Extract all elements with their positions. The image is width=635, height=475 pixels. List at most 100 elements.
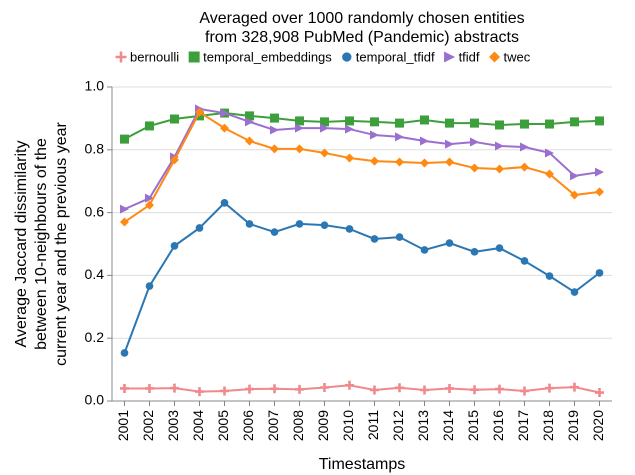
data-point [370,130,379,140]
legend-marker [115,51,127,63]
x-tick-label: 2018 [540,410,556,441]
data-point [420,158,429,168]
x-tick-label: 2008 [290,410,306,441]
data-point [420,115,429,125]
data-point [245,220,254,228]
data-point [570,288,579,296]
data-point [595,388,604,398]
data-point [445,139,454,149]
legend-marker [342,52,352,62]
data-point [395,157,404,167]
legend-marker [444,51,456,63]
data-point [345,116,354,126]
data-point [495,384,504,394]
data-point [495,141,504,151]
data-point [395,118,404,128]
data-point [545,119,554,129]
legend-label: temporal_embeddings [203,49,332,64]
data-point [495,244,504,252]
y-tick-label: 0.4 [85,266,105,282]
data-point [245,384,254,394]
x-tick-label: 2014 [440,410,456,441]
data-point [145,193,154,203]
x-tick-label: 2016 [490,410,506,441]
data-point [170,114,179,124]
y-tick-label: 1.0 [85,78,105,94]
data-point [170,383,179,393]
x-tick-label: 2002 [140,410,156,441]
legend-label: temporal_tfidf [356,49,435,64]
data-point [495,120,504,130]
data-point [320,221,329,229]
data-point [195,224,204,232]
data-point [295,220,304,228]
x-tick-label: 2005 [215,410,231,441]
x-tick-label: 2001 [115,410,131,441]
data-point [395,132,404,142]
x-tick-label: 2003 [165,410,181,441]
x-tick-label: 2013 [415,410,431,441]
data-point [145,282,154,290]
data-point [370,235,379,243]
data-point [595,269,604,277]
data-point [120,383,129,393]
data-point [420,385,429,395]
data-point [545,148,554,158]
data-point [545,272,554,280]
series-line [123,201,601,354]
data-point [595,116,604,126]
data-point [570,117,579,127]
x-tick-label: 2010 [340,410,356,441]
data-point [445,118,454,128]
data-point [545,383,554,393]
chart-title: from 328,908 PubMed (Pandemic) abstracts [205,29,519,46]
data-point [445,157,454,167]
data-point [170,242,179,250]
data-point [220,386,229,396]
x-tick-label: 2011 [365,410,381,440]
x-tick-label: 2012 [390,410,406,441]
data-point [395,383,404,393]
data-point [245,111,254,121]
data-point [295,123,304,133]
legend-marker [489,51,501,63]
data-point [195,387,204,397]
y-tick-label: 0.0 [85,392,105,408]
y-tick-label: 0.2 [85,329,105,345]
data-point [220,108,229,118]
data-point [520,142,529,152]
x-tick-label: 2015 [465,410,481,441]
data-point [245,136,254,146]
data-point [420,246,429,254]
data-point [595,187,604,197]
data-point [270,144,279,154]
data-point [470,248,479,256]
data-point [445,239,454,247]
data-point [120,349,129,357]
data-point [145,121,154,131]
data-point [120,134,129,144]
data-point [145,200,154,210]
data-point [520,257,529,265]
data-point [195,107,204,117]
data-point [570,382,579,392]
data-point [345,225,354,233]
data-point [320,123,329,133]
data-point [270,125,279,135]
data-point [145,383,154,393]
data-point [420,136,429,146]
x-tick-label: 2006 [240,410,256,441]
x-tick-label: 2004 [190,410,206,441]
data-point [270,228,279,236]
data-point [370,117,379,127]
data-point [520,162,529,172]
x-tick-label: 2017 [515,410,531,441]
x-tick-label: 2009 [315,410,331,441]
y-axis-label: current year and the previous year [53,121,70,365]
data-point [595,167,604,177]
data-point [470,118,479,128]
legend-label: bernoulli [130,49,179,64]
legend-label: tfidf [459,49,480,64]
x-axis-label: Timestamps [319,456,406,473]
